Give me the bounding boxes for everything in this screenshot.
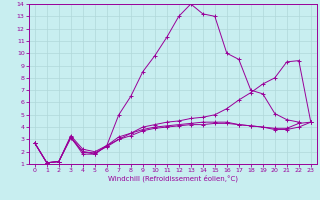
X-axis label: Windchill (Refroidissement éolien,°C): Windchill (Refroidissement éolien,°C) — [108, 175, 238, 182]
